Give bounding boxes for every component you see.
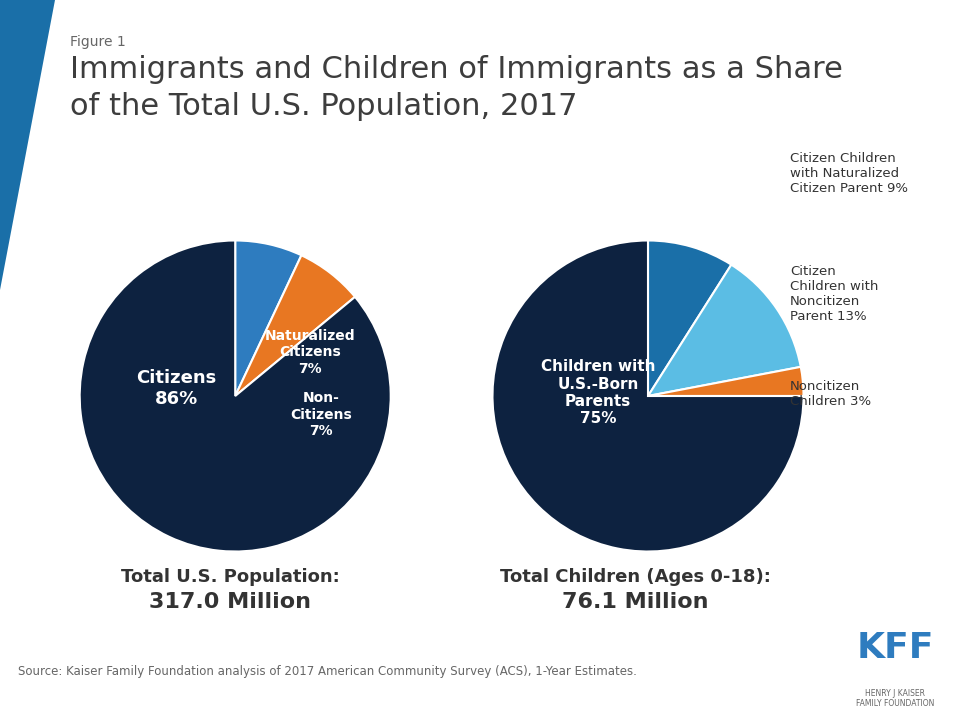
Wedge shape: [648, 240, 732, 396]
Text: Naturalized
Citizens
7%: Naturalized Citizens 7%: [265, 329, 355, 376]
Text: Non-
Citizens
7%: Non- Citizens 7%: [290, 392, 351, 438]
Text: Source: Kaiser Family Foundation analysis of 2017 American Community Survey (ACS: Source: Kaiser Family Foundation analysi…: [18, 665, 636, 678]
Wedge shape: [648, 265, 801, 396]
Polygon shape: [0, 0, 55, 290]
Wedge shape: [80, 240, 391, 552]
Text: Figure 1: Figure 1: [70, 35, 126, 49]
Wedge shape: [648, 367, 804, 396]
Text: Citizens
86%: Citizens 86%: [136, 369, 216, 408]
Text: Total U.S. Population:: Total U.S. Population:: [121, 568, 340, 586]
Text: Total Children (Ages 0-18):: Total Children (Ages 0-18):: [499, 568, 771, 586]
Text: 76.1 Million: 76.1 Million: [562, 592, 708, 612]
Text: Citizen
Children with
Noncitizen
Parent 13%: Citizen Children with Noncitizen Parent …: [790, 265, 878, 323]
Text: Children with
U.S.-Born
Parents
75%: Children with U.S.-Born Parents 75%: [541, 359, 656, 426]
Wedge shape: [235, 256, 355, 396]
Text: KFF: KFF: [856, 631, 934, 665]
Text: of the Total U.S. Population, 2017: of the Total U.S. Population, 2017: [70, 92, 578, 121]
Wedge shape: [492, 240, 804, 552]
Text: Citizen Children
with Naturalized
Citizen Parent 9%: Citizen Children with Naturalized Citize…: [790, 152, 908, 195]
Text: 317.0 Million: 317.0 Million: [149, 592, 311, 612]
Text: Immigrants and Children of Immigrants as a Share: Immigrants and Children of Immigrants as…: [70, 55, 843, 84]
Text: Noncitizen
Children 3%: Noncitizen Children 3%: [790, 380, 871, 408]
Text: HENRY J KAISER
FAMILY FOUNDATION: HENRY J KAISER FAMILY FOUNDATION: [855, 688, 934, 708]
Wedge shape: [235, 240, 301, 396]
